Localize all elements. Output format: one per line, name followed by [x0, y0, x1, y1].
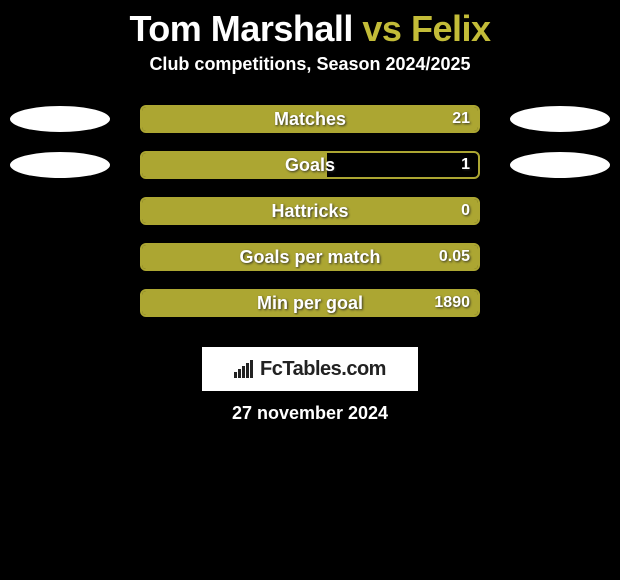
title-name2: Felix [411, 8, 491, 49]
stat-bar: Goals 1 [140, 151, 480, 179]
stat-row: Min per goal 1890 [0, 289, 620, 317]
stat-label: Goals per match [239, 247, 380, 268]
stat-row: Hattricks 0 [0, 197, 620, 225]
logo-box: FcTables.com [202, 347, 418, 391]
stat-label: Goals [285, 155, 335, 176]
player-marker-right [510, 152, 610, 178]
stat-row: Goals per match 0.05 [0, 243, 620, 271]
stat-bar: Min per goal 1890 [140, 289, 480, 317]
title-name1: Tom Marshall [129, 8, 352, 49]
stat-row: Goals 1 [0, 151, 620, 179]
stat-value-right: 1890 [434, 294, 470, 312]
date-text: 27 november 2024 [0, 403, 620, 424]
logo-text: FcTables.com [260, 358, 386, 381]
stat-label: Hattricks [271, 201, 348, 222]
page-title: Tom Marshall vs Felix [0, 0, 620, 54]
stat-value-right: 1 [461, 156, 470, 174]
stat-bar: Goals per match 0.05 [140, 243, 480, 271]
bars-icon [234, 360, 256, 378]
player-marker-left [10, 152, 110, 178]
player-marker-right [510, 106, 610, 132]
stat-label: Matches [274, 109, 346, 130]
stat-value-right: 21 [452, 110, 470, 128]
player-marker-left [10, 106, 110, 132]
stat-rows: Matches 21 Goals 1 Hattricks 0 Goals per match… [0, 105, 620, 317]
stat-value-right: 0 [461, 202, 470, 220]
stat-bar: Matches 21 [140, 105, 480, 133]
subtitle: Club competitions, Season 2024/2025 [0, 54, 620, 105]
stat-row: Matches 21 [0, 105, 620, 133]
stat-value-right: 0.05 [439, 248, 470, 266]
stat-label: Min per goal [257, 293, 363, 314]
title-vs: vs [362, 8, 401, 49]
stat-bar: Hattricks 0 [140, 197, 480, 225]
